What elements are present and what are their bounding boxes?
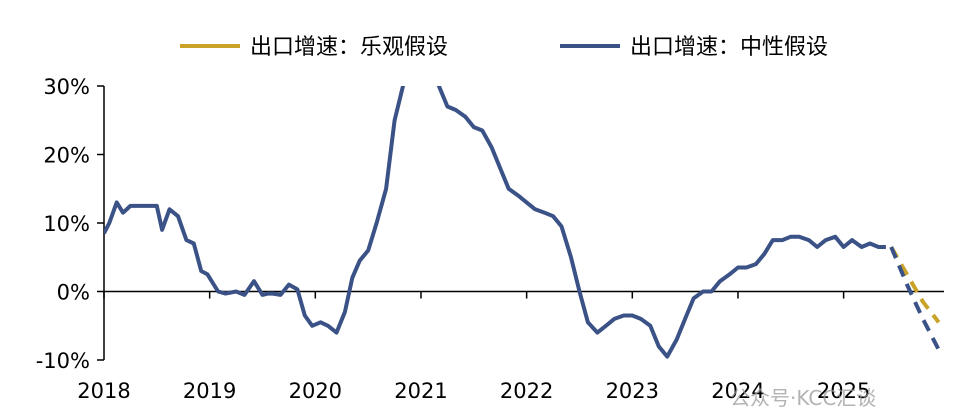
legend: 出口增速：乐观假设 出口增速：中性假设: [180, 35, 828, 60]
y-tick-label: 30%: [43, 75, 90, 99]
watermark: 公众号·KCC汇谈: [730, 386, 876, 410]
x-tick-label: 2024: [711, 379, 764, 403]
x-tick-label: 2023: [606, 379, 659, 403]
legend-label-optimistic: 出口增速：乐观假设: [250, 35, 448, 60]
y-tick-label: 20%: [43, 144, 90, 168]
x-tick-label: 2021: [394, 379, 447, 403]
x-tick-label: 2020: [289, 379, 342, 403]
x-tick-label: 2022: [500, 379, 553, 403]
series-line-1: [104, 86, 886, 359]
series-line-2-projection: [889, 246, 941, 351]
x-tick-label: 2018: [77, 379, 130, 403]
plot-area: [104, 86, 941, 359]
x-tick-label: 2019: [183, 379, 236, 403]
y-tick-label: 0%: [57, 281, 90, 305]
series-line-0: [889, 246, 941, 324]
axes: 30% 20% 10% 0% -10% 2018 2019 2020 2021 2022 2023 2…: [36, 75, 944, 403]
x-tick-label: 2025: [817, 379, 870, 403]
legend-label-neutral: 出口增速：中性假设: [630, 35, 828, 60]
y-tick-label: -10%: [36, 349, 90, 373]
y-tick-label: 10%: [43, 212, 90, 236]
